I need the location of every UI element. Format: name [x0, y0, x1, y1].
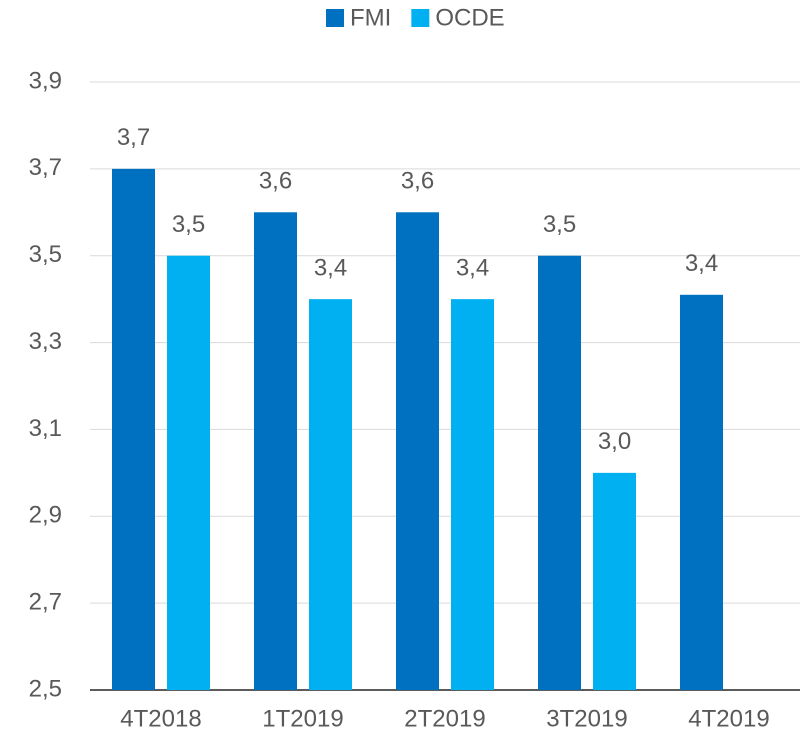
- data-label: 3,6: [401, 168, 434, 195]
- bar: [112, 168, 155, 690]
- x-tick-label: 4T2019: [688, 705, 769, 732]
- legend-swatch: [326, 9, 344, 27]
- y-tick-label: 3,5: [29, 241, 62, 268]
- bar: [538, 255, 581, 690]
- legend-swatch: [411, 9, 430, 27]
- bar: [680, 294, 723, 690]
- y-tick-label: 3,7: [29, 154, 62, 181]
- data-label: 3,6: [259, 168, 292, 195]
- y-tick-label: 2,7: [29, 588, 62, 615]
- bar: [396, 212, 439, 691]
- data-label: 3,0: [598, 428, 631, 455]
- x-tick-label: 2T2019: [404, 705, 485, 732]
- x-tick-label: 1T2019: [262, 705, 343, 732]
- bar: [309, 299, 352, 690]
- data-label: 3,5: [543, 211, 576, 238]
- bar: [167, 255, 210, 690]
- legend-label: OCDE: [435, 4, 504, 31]
- x-tick-label: 4T2018: [120, 705, 201, 732]
- y-tick-label: 2,5: [29, 675, 62, 702]
- bar: [254, 212, 297, 691]
- data-label: 3,4: [456, 254, 489, 281]
- data-label: 3,7: [117, 124, 150, 151]
- bar: [593, 472, 636, 690]
- bar: [451, 299, 494, 690]
- x-tick-label: 3T2019: [546, 705, 627, 732]
- data-label: 3,5: [172, 211, 205, 238]
- y-tick-label: 3,3: [29, 328, 62, 355]
- y-tick-label: 2,9: [29, 502, 62, 529]
- legend-label: FMI: [350, 4, 391, 31]
- y-tick-label: 3,1: [29, 415, 62, 442]
- data-label: 3,4: [685, 250, 718, 277]
- y-tick-label: 3,9: [29, 67, 62, 94]
- data-label: 3,4: [314, 254, 347, 281]
